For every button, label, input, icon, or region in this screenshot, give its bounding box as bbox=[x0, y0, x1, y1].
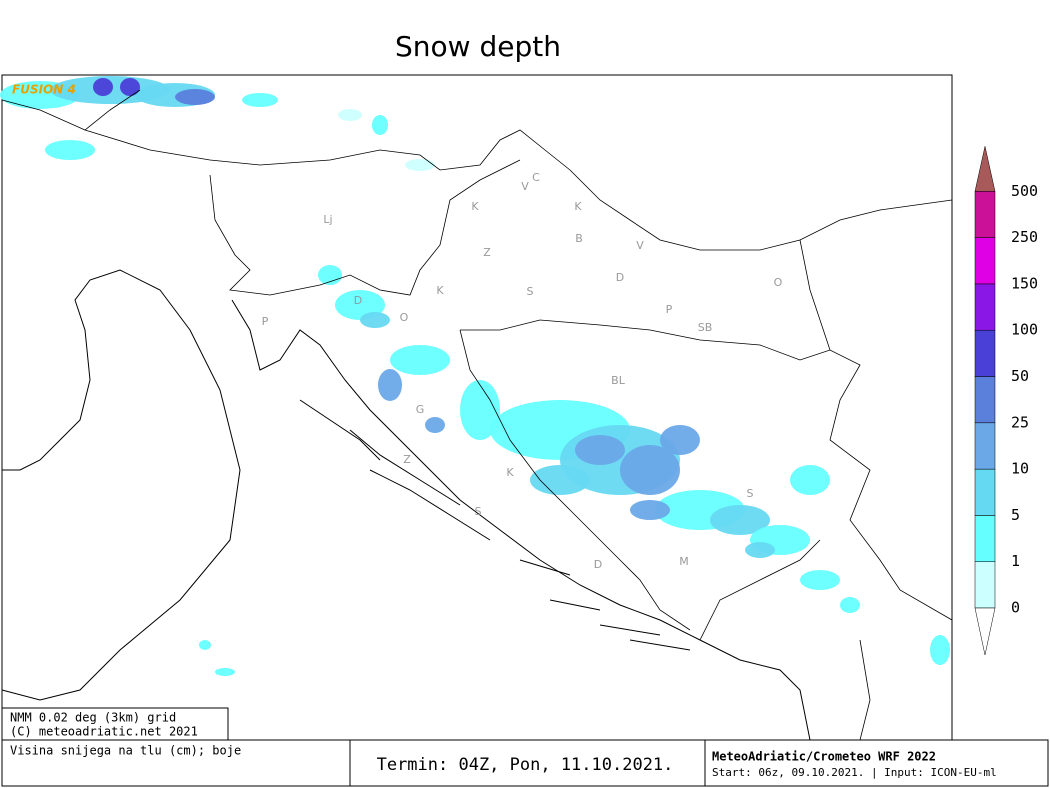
place-label: V bbox=[521, 180, 529, 193]
place-label: K bbox=[436, 284, 444, 297]
map: Lj K V C K B Z V D K S O D O P P SB BL G… bbox=[0, 74, 953, 741]
place-label: Lj bbox=[323, 213, 332, 226]
coastline bbox=[1, 269, 241, 701]
footer-box bbox=[1, 739, 1049, 787]
snow-area bbox=[530, 465, 590, 495]
legend-swatch bbox=[974, 376, 996, 424]
border bbox=[209, 159, 521, 296]
place-label: S bbox=[475, 505, 482, 518]
snow-area bbox=[45, 140, 95, 160]
place-label: O bbox=[774, 276, 783, 289]
place-labels: Lj K V C K B Z V D K S O D O P P SB BL G… bbox=[262, 171, 783, 571]
legend-swatch bbox=[974, 329, 996, 377]
place-label: K bbox=[506, 466, 514, 479]
legend-label: 50 bbox=[1011, 367, 1029, 385]
legend-label: 0 bbox=[1011, 599, 1020, 617]
copyright: (C) meteoadriatic.net 2021 bbox=[10, 725, 198, 739]
legend-above bbox=[974, 146, 996, 192]
legend: 0 1 5 10 25 50 100 150 250 500 bbox=[974, 146, 1038, 656]
place-label: K bbox=[471, 200, 479, 213]
legend-below bbox=[974, 607, 996, 656]
legend-label: 150 bbox=[1011, 274, 1038, 292]
snow-area bbox=[215, 668, 235, 676]
snow-area bbox=[710, 505, 770, 535]
snow-area bbox=[425, 417, 445, 433]
place-label: B bbox=[575, 232, 583, 245]
place-label: S bbox=[747, 487, 754, 500]
start: Start: 06z, 09.10.2021. | Input: ICON-EU… bbox=[712, 766, 997, 779]
snow-area bbox=[790, 465, 830, 495]
snow-area bbox=[199, 640, 211, 650]
legend-label: 1 bbox=[1011, 552, 1020, 570]
legend-swatch bbox=[974, 561, 996, 609]
legend-swatch bbox=[974, 422, 996, 470]
snow-area bbox=[360, 312, 390, 328]
legend-label: 25 bbox=[1011, 413, 1029, 431]
coastline-east bbox=[231, 299, 811, 741]
place-label: D bbox=[616, 271, 624, 284]
snow-area bbox=[460, 380, 500, 440]
place-label: O bbox=[400, 311, 409, 324]
border bbox=[699, 239, 871, 741]
legend-swatch bbox=[974, 468, 996, 516]
termin: Termin: 04Z, Pon, 11.10.2021. bbox=[377, 755, 674, 775]
legend-swatch bbox=[974, 283, 996, 331]
snow-area bbox=[620, 445, 680, 495]
snow-area bbox=[405, 159, 435, 171]
place-label: G bbox=[416, 403, 425, 416]
snow-area bbox=[630, 500, 670, 520]
place-label: BL bbox=[611, 374, 626, 387]
snow-area bbox=[378, 369, 402, 401]
legend-swatch bbox=[974, 191, 996, 238]
place-label: M bbox=[679, 555, 689, 568]
legend-label: 10 bbox=[1011, 460, 1029, 478]
place-label: D bbox=[594, 558, 602, 571]
place-label: Z bbox=[403, 453, 411, 466]
snow-area bbox=[930, 635, 950, 665]
snow-area bbox=[338, 109, 362, 121]
info-box bbox=[1, 707, 229, 741]
snow-area bbox=[745, 542, 775, 558]
snow-area bbox=[120, 78, 140, 96]
snow-field bbox=[0, 76, 950, 676]
snow-area bbox=[372, 115, 388, 135]
grid-info: NMM 0.02 deg (3km) grid bbox=[10, 711, 176, 725]
snow-area bbox=[175, 89, 215, 105]
place-label: D bbox=[354, 294, 362, 307]
snow-area bbox=[575, 435, 625, 465]
place-label: S bbox=[527, 285, 534, 298]
place-label: SB bbox=[698, 321, 713, 334]
legend-swatch bbox=[974, 515, 996, 562]
snow-area bbox=[840, 597, 860, 613]
legend-swatch bbox=[974, 237, 996, 285]
place-label: V bbox=[636, 239, 644, 252]
border bbox=[1, 89, 141, 131]
snow-area bbox=[660, 425, 700, 455]
model: MeteoAdriatic/Crometeo WRF 2022 bbox=[712, 750, 936, 764]
title: Snow depth bbox=[395, 30, 561, 63]
islands bbox=[299, 399, 691, 651]
legend-label: 5 bbox=[1011, 506, 1020, 524]
legend-label: 100 bbox=[1011, 321, 1038, 339]
legend-label: 500 bbox=[1011, 182, 1038, 200]
place-label: C bbox=[532, 171, 540, 184]
place-label: K bbox=[574, 200, 582, 213]
model-tag: FUSION 4 bbox=[12, 83, 76, 97]
place-label: P bbox=[262, 315, 269, 328]
snow-area bbox=[242, 93, 278, 107]
info-panel: NMM 0.02 deg (3km) grid (C) meteoadriati… bbox=[1, 707, 1049, 787]
snow-area bbox=[390, 345, 450, 375]
border bbox=[84, 129, 953, 251]
place-label: Z bbox=[483, 246, 491, 259]
snow-area bbox=[93, 78, 113, 96]
border bbox=[459, 329, 691, 631]
snow-area bbox=[800, 570, 840, 590]
place-label: P bbox=[666, 303, 673, 316]
legend-label: 250 bbox=[1011, 228, 1038, 246]
description: Visina snijega na tlu (cm); boje bbox=[10, 744, 241, 758]
